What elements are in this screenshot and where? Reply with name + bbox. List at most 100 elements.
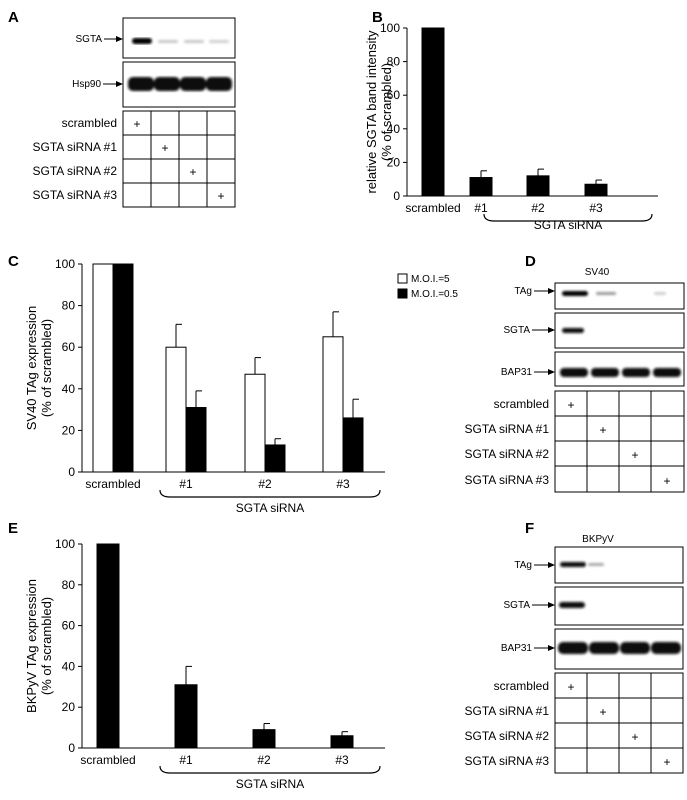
group-label: SGTA siRNA: [236, 501, 304, 515]
panel-e-label: E: [8, 520, 18, 537]
grid-a-row-3: SGTA siRNA #3: [33, 188, 118, 202]
y-tick-label: 100: [380, 21, 400, 35]
bands-f: [558, 562, 681, 654]
grid-d-plus-2: +: [631, 448, 638, 462]
y-axis-label: (% of scrambled): [39, 319, 54, 417]
arrow-head: [116, 81, 123, 87]
bands-a-sgta: [132, 38, 229, 44]
arrow-head: [548, 602, 555, 608]
x-tick-label: scrambled: [85, 477, 140, 491]
panel-f-title: BKPyV: [582, 534, 614, 545]
grid-f-row-3: SGTA siRNA #3: [465, 754, 550, 768]
grid-f-plus-0: +: [567, 680, 574, 694]
y-axis-label: relative SGTA band intensity: [364, 30, 379, 194]
y-tick-label: 80: [62, 299, 76, 313]
y-tick-label: 60: [62, 619, 76, 633]
grid-d-plus-0: +: [567, 398, 574, 412]
panel-d-label: D: [525, 253, 536, 270]
arrow-head: [548, 327, 555, 333]
grid-a: [122, 110, 236, 208]
bands-a-hsp90: [128, 77, 232, 91]
bar: [469, 177, 493, 197]
group-label: SGTA siRNA: [236, 777, 304, 791]
y-tick-label: 80: [387, 55, 401, 69]
grid-a-plus-2: +: [189, 165, 196, 179]
y-tick-label: 100: [55, 537, 75, 551]
grid-f-plus-1: +: [599, 705, 606, 719]
panel-f-label: F: [525, 520, 534, 537]
panel-d-title: SV40: [585, 267, 610, 278]
bar: [174, 684, 198, 749]
panel-f: F BKPyV TAg SGTA BAP31: [465, 520, 684, 774]
x-tick-label: #3: [336, 477, 350, 491]
bar: [165, 346, 187, 473]
group-brace: [483, 213, 653, 222]
x-tick-label: #1: [179, 753, 193, 767]
arrow-head: [548, 288, 555, 294]
panel-c-label: C: [8, 253, 19, 270]
group-brace: [159, 765, 381, 774]
bar: [92, 263, 114, 473]
bands-d: [560, 291, 681, 377]
arrow-head: [116, 36, 123, 42]
panel-b-label: B: [372, 9, 383, 26]
blot-f-label-tag: TAg: [514, 560, 532, 571]
y-tick-label: 20: [387, 155, 401, 169]
grid-f-row-0: scrambled: [494, 679, 549, 693]
y-tick-label: 20: [62, 700, 76, 714]
blot-d-label-sgta: SGTA: [504, 325, 531, 336]
arrow-head: [548, 562, 555, 568]
bar: [252, 729, 276, 749]
x-tick-label: #2: [531, 201, 545, 215]
y-axis-label: (% of scrambled): [379, 63, 394, 161]
grid-d-row-3: SGTA siRNA #3: [465, 473, 550, 487]
arrow-head: [548, 369, 555, 375]
grid-d-row-2: SGTA siRNA #2: [465, 447, 550, 461]
blot-f-label-bap31: BAP31: [501, 643, 533, 654]
bar: [342, 417, 364, 473]
grid-a-row-0: scrambled: [62, 116, 117, 130]
chart-c: 0 20 40 60 80 100 SV40 TAg expression (% of scr…: [24, 257, 458, 515]
panel-e: E 0 20 40 60 80 100 BKPyV TAg expression (% of …: [8, 520, 385, 791]
y-tick-label: 40: [387, 122, 401, 136]
grid-a-plus-1: +: [161, 141, 168, 155]
grid-a-row-2: SGTA siRNA #2: [33, 164, 118, 178]
x-tick-label: #1: [179, 477, 193, 491]
grid-f-row-1: SGTA siRNA #1: [465, 704, 550, 718]
bar: [421, 27, 445, 197]
legend-label: M.O.I.=5: [411, 274, 450, 285]
grid-a-plus-0: +: [133, 117, 140, 131]
grid-d-plus-1: +: [599, 423, 606, 437]
blot-d-label-tag: TAg: [514, 286, 532, 297]
x-tick-label: #1: [474, 201, 488, 215]
grid-f: [554, 672, 684, 774]
arrow-head: [548, 645, 555, 651]
bar: [112, 263, 134, 473]
blot-d-label-bap31: BAP31: [501, 367, 533, 378]
group-label: SGTA siRNA: [534, 218, 602, 232]
y-axis-label: (% of scrambled): [39, 597, 54, 695]
grid-a-plus-3: +: [217, 189, 224, 203]
x-tick-label: scrambled: [405, 201, 460, 215]
bar: [264, 444, 286, 473]
bar: [96, 543, 120, 749]
panel-a: A SGTA Hsp90: [8, 9, 236, 208]
legend-swatch: [397, 273, 408, 284]
x-tick-label: #3: [335, 753, 349, 767]
y-tick-label: 40: [62, 382, 76, 396]
x-tick-label: #2: [257, 753, 271, 767]
bar: [185, 407, 207, 473]
group-brace: [159, 489, 381, 498]
blot-a-label-sgta: SGTA: [76, 34, 103, 45]
chart-e: 0 20 40 60 80 100 BKPyV TAg expression (% of sc…: [24, 537, 385, 791]
y-axis-label: SV40 TAg expression: [24, 306, 39, 431]
x-tick-label: scrambled: [80, 753, 135, 767]
y-tick-label: 40: [62, 659, 76, 673]
x-tick-label: #2: [258, 477, 272, 491]
legend-swatch: [397, 288, 408, 299]
bar: [584, 183, 608, 197]
y-tick-label: 0: [393, 189, 400, 203]
